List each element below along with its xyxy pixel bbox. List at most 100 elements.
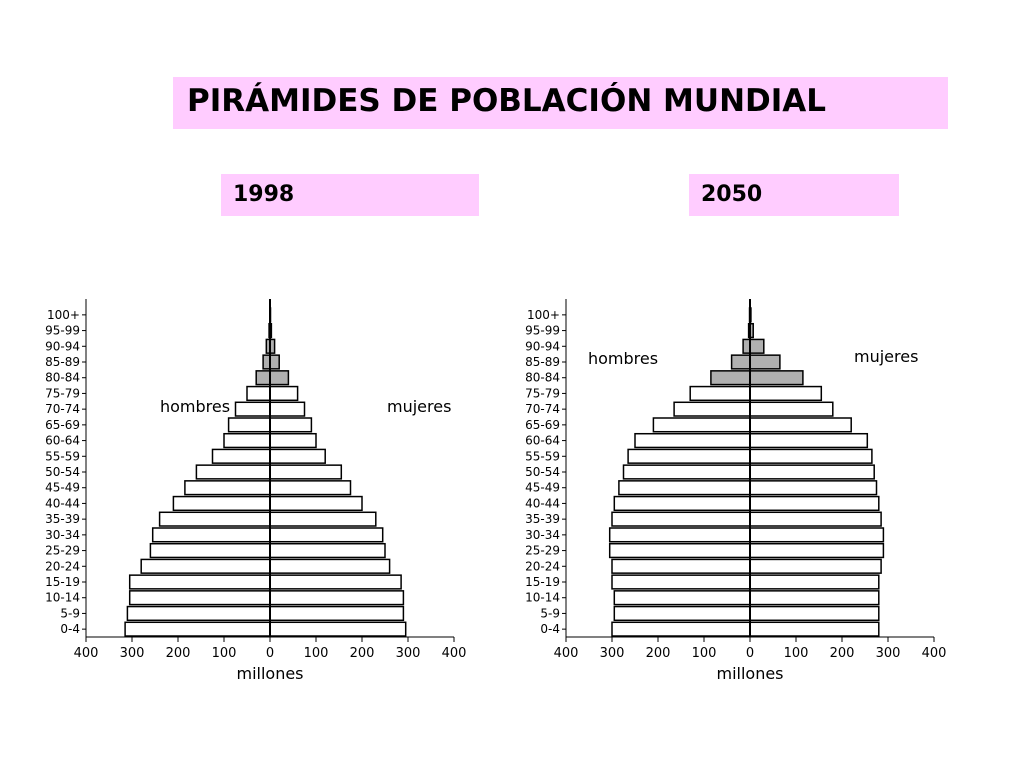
bar-hombres-25-29: [149, 542, 271, 559]
x-tick-label-3: 100: [692, 646, 717, 661]
bar-mujeres-60-64: [269, 432, 317, 449]
bar-hombres-10-14: [128, 590, 271, 606]
y-tick-label-30-34: 30-34: [525, 528, 560, 542]
bar-mujeres-55-59: [749, 448, 873, 464]
bar-mujeres-60-64: [749, 432, 869, 449]
bar-hombres-65-69: [652, 417, 751, 433]
x-tick-label-8: 400: [922, 646, 947, 661]
bar-mujeres-85-89: [749, 354, 781, 370]
bar-hombres-30-34: [151, 527, 271, 543]
x-tick-label-7: 300: [396, 646, 421, 661]
bar-mujeres-15-19: [269, 574, 402, 590]
y-tick-label-45-49: 45-49: [525, 481, 560, 495]
bar-hombres-30-34: [608, 527, 751, 543]
bar-mujeres-85-89: [269, 354, 280, 370]
year-banner-2050: 2050: [689, 174, 899, 216]
bar-mujeres-50-54: [749, 464, 875, 480]
y-tick-label-60-64: 60-64: [45, 434, 80, 448]
y-tick-label-95-99: 95-99: [45, 324, 80, 338]
bar-mujeres-45-49: [269, 480, 352, 496]
x-axis-title: millones: [236, 664, 303, 683]
bar-hombres-10-14: [613, 590, 751, 606]
y-tick-label-15-19: 15-19: [525, 575, 560, 589]
bar-mujeres-40-44: [749, 495, 880, 512]
x-tick-label-1: 300: [120, 646, 145, 661]
series-label-hombres: hombres: [160, 397, 230, 416]
y-tick-label-90-94: 90-94: [525, 339, 560, 353]
bar-hombres-60-64: [223, 432, 271, 449]
bar-mujeres-75-79: [269, 385, 299, 402]
bar-hombres-75-79: [246, 385, 271, 402]
y-tick-label-10-14: 10-14: [45, 591, 80, 605]
x-tick-label-2: 200: [166, 646, 191, 661]
bar-mujeres-35-39: [749, 511, 882, 527]
x-tick-label-6: 200: [830, 646, 855, 661]
year-banner-1998: 1998: [221, 174, 479, 216]
pyramid-chart-2050: 0-4 5-9 10-14 15-19 20-24 25-29 30-34 35-39 40-4…: [510, 290, 990, 710]
bar-hombres-15-19: [128, 574, 271, 590]
y-tick-label-65-69: 65-69: [525, 418, 560, 432]
y-tick-label-75-79: 75-79: [525, 386, 560, 400]
y-tick-label-50-54: 50-54: [45, 465, 80, 479]
bar-hombres-85-89: [262, 354, 271, 370]
bar-hombres-45-49: [618, 480, 751, 496]
bar-mujeres-10-14: [269, 590, 405, 606]
bar-mujeres-70-74: [269, 401, 306, 417]
y-tick-label-55-59: 55-59: [45, 449, 80, 463]
x-tick-label-7: 300: [876, 646, 901, 661]
bar-mujeres-35-39: [269, 511, 377, 527]
x-tick-label-3: 100: [212, 646, 237, 661]
y-tick-label-85-89: 85-89: [45, 355, 80, 369]
y-tick-label-5-9: 5-9: [540, 606, 560, 620]
x-tick-label-0: 400: [74, 646, 99, 661]
y-tick-label-95-99: 95-99: [525, 324, 560, 338]
bar-hombres-75-79: [689, 385, 751, 402]
bar-hombres-50-54: [622, 464, 751, 480]
bar-hombres-40-44: [172, 495, 271, 512]
bar-mujeres-80-84: [749, 370, 804, 386]
y-tick-label-50-54: 50-54: [525, 465, 560, 479]
title-banner: PIRÁMIDES DE POBLACIÓN MUNDIAL: [173, 77, 948, 129]
bar-mujeres-25-29: [749, 542, 885, 559]
bar-hombres-25-29: [608, 542, 751, 559]
y-tick-label-20-24: 20-24: [45, 559, 80, 573]
y-tick-label-100+: 100+: [527, 308, 560, 322]
bar-hombres-45-49: [184, 480, 271, 496]
bar-hombres-90-94: [742, 338, 751, 354]
bar-hombres-35-39: [611, 511, 751, 527]
bar-hombres-0-4: [124, 621, 271, 637]
bar-hombres-70-74: [673, 401, 751, 417]
y-tick-label-0-4: 0-4: [540, 622, 560, 636]
bar-hombres-65-69: [227, 417, 271, 433]
bar-mujeres-0-4: [269, 621, 407, 637]
bar-mujeres-30-34: [749, 527, 885, 543]
y-tick-label-75-79: 75-79: [45, 386, 80, 400]
y-tick-label-30-34: 30-34: [45, 528, 80, 542]
x-tick-label-0: 400: [554, 646, 579, 661]
bar-mujeres-15-19: [749, 574, 880, 590]
year-label-1998: 1998: [233, 182, 295, 207]
pyramid-chart-1998: 0-4 5-9 10-14 15-19 20-24 25-29 30-34 35-39 40-4…: [30, 290, 510, 710]
bar-hombres-50-54: [195, 464, 271, 480]
bar-hombres-20-24: [611, 558, 751, 574]
bar-hombres-40-44: [613, 495, 751, 512]
bar-hombres-20-24: [140, 558, 271, 574]
y-tick-label-45-49: 45-49: [45, 481, 80, 495]
bar-hombres-5-9: [613, 605, 751, 622]
bar-hombres-85-89: [730, 354, 751, 370]
bar-mujeres-10-14: [749, 590, 880, 606]
bar-hombres-35-39: [158, 511, 271, 527]
bar-mujeres-50-54: [269, 464, 343, 480]
bar-mujeres-0-4: [749, 621, 880, 637]
x-tick-label-5: 100: [784, 646, 809, 661]
y-tick-label-15-19: 15-19: [45, 575, 80, 589]
bar-mujeres-55-59: [269, 448, 326, 464]
y-tick-label-85-89: 85-89: [525, 355, 560, 369]
bar-hombres-5-9: [126, 605, 271, 622]
bar-mujeres-65-69: [749, 417, 852, 433]
bar-hombres-15-19: [611, 574, 751, 590]
y-tick-label-25-29: 25-29: [525, 544, 560, 558]
y-tick-label-35-39: 35-39: [45, 512, 80, 526]
